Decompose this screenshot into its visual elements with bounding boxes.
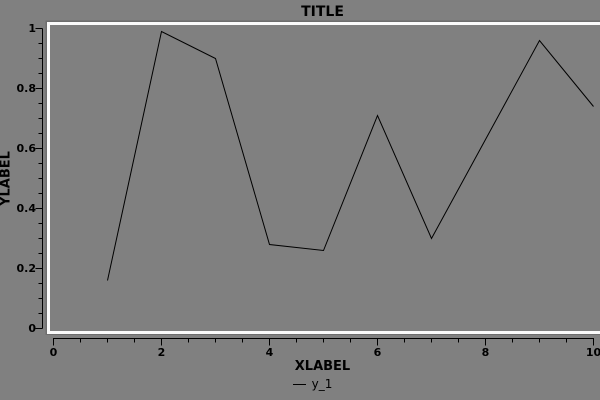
y-tick-label: 0.8 — [16, 82, 37, 95]
plot-area — [50, 25, 600, 331]
legend: y_1 — [45, 377, 580, 391]
y-tick-label: 0.4 — [16, 202, 37, 215]
y-tick-label: 0 — [28, 322, 36, 335]
x-tick-label: 6 — [373, 346, 382, 359]
legend-line-sample — [292, 383, 306, 385]
y-axis-label: YLABEL — [0, 151, 14, 206]
x-tick-label: 0 — [49, 346, 58, 359]
data-line-y_1 — [107, 30, 594, 281]
chart-title: TITLE — [301, 4, 344, 20]
x-axis-label: XLABEL — [294, 359, 351, 374]
legend-series-label: y_1 — [311, 377, 333, 391]
x-tick-label: 8 — [481, 346, 490, 359]
y-tick-label: 0.2 — [16, 262, 37, 275]
x-tick-label: 4 — [265, 346, 274, 359]
y-tick-label: 0.6 — [16, 142, 37, 155]
y-tick-label: 1 — [28, 22, 36, 35]
x-tick-label: 2 — [157, 346, 166, 359]
x-tick-label: 10 — [585, 346, 600, 359]
